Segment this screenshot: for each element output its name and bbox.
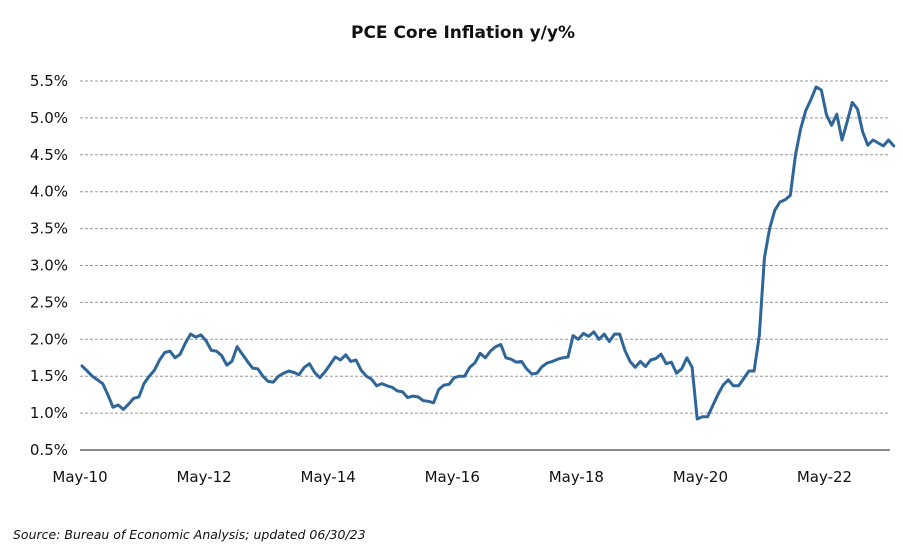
series-group — [80, 85, 896, 421]
y-axis: 0.5% 1.0% 1.5% 2.0% 2.5% 3.0% 3.5% 4.0% 4.5% 5.0%… — [30, 72, 68, 459]
x-tick-label: May-22 — [797, 468, 852, 486]
y-tick-label: 2.0% — [30, 330, 68, 348]
y-tick-label: 3.0% — [30, 257, 68, 275]
y-tick-label: 3.5% — [30, 220, 68, 238]
chart-title: PCE Core Inflation y/y% — [351, 23, 575, 43]
y-tick-label: 1.5% — [30, 367, 68, 385]
y-tick-label: 1.0% — [30, 404, 68, 422]
x-tick-label: May-14 — [301, 468, 356, 486]
y-tick-label: 4.0% — [30, 183, 68, 201]
x-tick-label: May-10 — [52, 468, 107, 486]
x-tick-label: May-12 — [176, 468, 231, 486]
x-tick-label: May-18 — [549, 468, 604, 486]
y-tick-label: 5.0% — [30, 109, 68, 127]
y-tick-label: 0.5% — [30, 441, 68, 459]
y-tick-label: 4.5% — [30, 146, 68, 164]
source-note: Source: Bureau of Economic Analysis; upd… — [13, 527, 366, 542]
x-tick-label: May-20 — [673, 468, 728, 486]
gridlines — [80, 80, 890, 451]
x-axis: May-10 May-12 May-14 May-16 May-18 May-20 May-… — [52, 468, 852, 486]
y-tick-label: 5.5% — [30, 72, 68, 90]
x-tick-label: May-16 — [425, 468, 480, 486]
y-tick-label: 2.5% — [30, 293, 68, 311]
series-line — [80, 85, 896, 421]
